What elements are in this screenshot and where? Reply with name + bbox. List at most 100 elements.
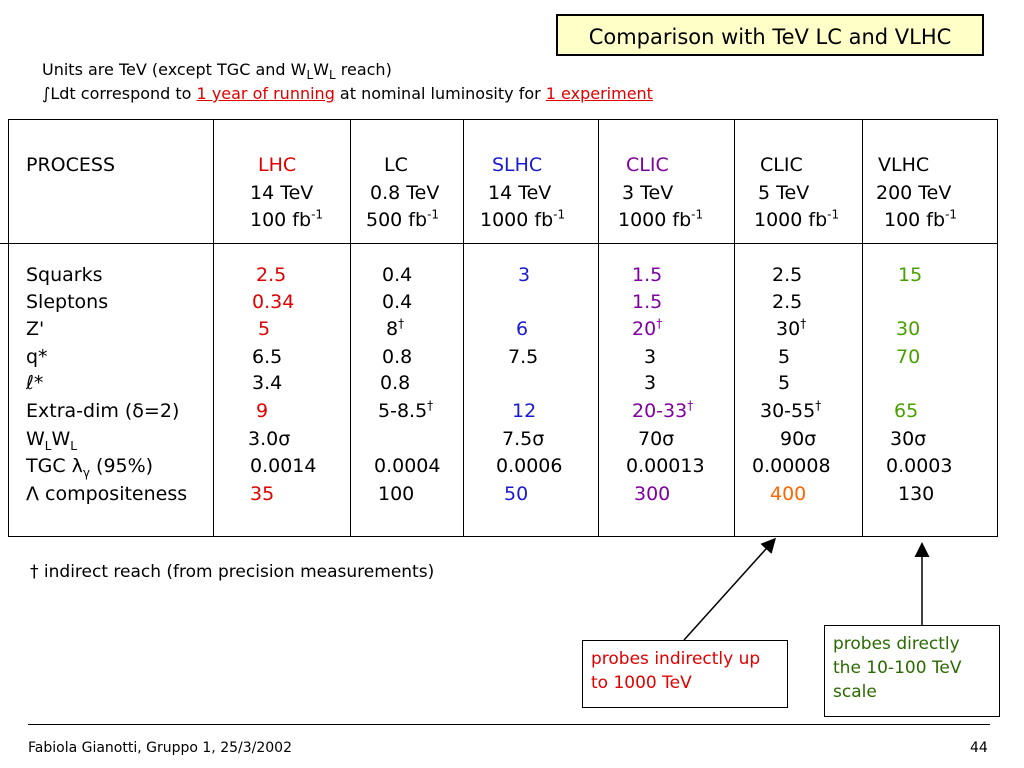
row-label-tgc: TGC λγ (95%): [26, 455, 154, 480]
column-name-slhc: SLHC: [492, 154, 543, 176]
table-cell: 8†: [386, 316, 405, 340]
units-note-prefix: Units are TeV (except TGC and W: [42, 60, 307, 79]
table-cell: 2.5: [772, 291, 803, 313]
row-label-squarks: Squarks: [26, 264, 103, 286]
lumi-value: 1000 fb: [480, 209, 554, 231]
table-cell: 0.8: [380, 372, 411, 394]
row-label-compositeness: Λ compositeness: [26, 483, 188, 505]
table-cell: 90σ: [780, 428, 817, 450]
table-divider: [213, 119, 214, 537]
lumi-value: 500 fb: [366, 209, 428, 231]
lumi-exponent: -1: [945, 207, 958, 222]
table-cell: 0.4: [382, 264, 413, 286]
column-lumi-clic-5tev: 1000 fb-1: [754, 209, 839, 231]
table-cell: 30σ: [890, 428, 927, 450]
lumi-value: 100 fb: [884, 209, 946, 231]
one-experiment-text: 1 experiment: [545, 84, 653, 103]
table-cell: 1.5: [632, 264, 663, 286]
integral-symbol-icon: ∫: [42, 84, 51, 103]
table-cell: 30: [896, 318, 921, 340]
column-name-lhc: LHC: [258, 154, 297, 176]
column-name-clic-5tev: CLIC: [760, 154, 803, 176]
table-cell: 0.34: [252, 291, 295, 313]
lumi-exponent: -1: [311, 207, 324, 222]
lumi-value: 1000 fb: [754, 209, 828, 231]
lumi-exponent: -1: [553, 207, 566, 222]
table-cell: 30†: [776, 316, 807, 340]
units-note-mid: W: [313, 60, 329, 79]
table-cell: 50: [504, 483, 529, 505]
table-cell: 12: [512, 400, 537, 422]
table-cell: 0.00008: [752, 455, 831, 477]
table-cell: 35: [250, 483, 275, 505]
table-cell: 7.5: [508, 346, 539, 368]
column-energy-clic-3tev: 3 TeV: [622, 182, 674, 204]
table-cell: 1.5: [632, 291, 663, 313]
table-cell: 0.0004: [374, 455, 441, 477]
column-energy-slhc: 14 TeV: [488, 182, 552, 204]
table-cell: 5-8.5†: [378, 398, 434, 422]
units-note-sub1: L: [306, 68, 314, 83]
table-divider: [862, 119, 863, 537]
footer-author: Fabiola Gianotti, Gruppo 1, 25/3/2002: [28, 740, 292, 756]
year-of-running-text: 1 year of running: [196, 84, 335, 103]
table-cell: 20†: [632, 316, 663, 340]
luminosity-note-mid: at nominal luminosity for: [334, 84, 546, 103]
table-divider: [463, 119, 464, 537]
table-cell: 0.4: [382, 291, 413, 313]
table-cell: 3: [518, 264, 531, 286]
table-header-divider: [0, 243, 998, 244]
table-cell: 7.5σ: [502, 428, 545, 450]
lumi-exponent: -1: [427, 207, 440, 222]
table-cell: 400: [770, 483, 807, 505]
units-note-sub2: L: [328, 68, 336, 83]
table-cell: 5: [258, 318, 271, 340]
table-cell: 3.0σ: [248, 428, 291, 450]
lumi-exponent: -1: [691, 207, 704, 222]
column-lumi-lhc: 100 fb-1: [250, 209, 323, 231]
table-cell: 6.5: [252, 346, 283, 368]
table-cell: 9: [256, 400, 269, 422]
column-name-clic-3tev: CLIC: [626, 154, 669, 176]
process-header: PROCESS: [26, 154, 116, 176]
column-energy-lhc: 14 TeV: [250, 182, 314, 204]
column-lumi-lc: 500 fb-1: [366, 209, 439, 231]
table-cell: 100: [378, 483, 415, 505]
lumi-value: 1000 fb: [618, 209, 692, 231]
footer-divider: [28, 724, 990, 725]
table-cell: 70: [896, 346, 921, 368]
table-cell: 0.00013: [626, 455, 705, 477]
table-cell: 70σ: [638, 428, 675, 450]
callout-indirect-probes: probes indirectly up to 1000 TeV: [582, 640, 788, 708]
page-number: 44: [970, 740, 988, 756]
table-cell: 3: [644, 372, 657, 394]
luminosity-note-prefix: Ldt correspond to: [50, 84, 197, 103]
arrow-to-clic-5tev: [683, 537, 777, 641]
column-lumi-vlhc: 100 fb-1: [884, 209, 957, 231]
callout-direct-probes: probes directly the 10-100 TeV scale: [824, 625, 1000, 717]
table-cell: 2.5: [256, 264, 287, 286]
column-name-vlhc: VLHC: [878, 154, 930, 176]
lumi-value: 100 fb: [250, 209, 312, 231]
units-note-suffix: reach): [335, 60, 392, 79]
column-lumi-clic-3tev: 1000 fb-1: [618, 209, 703, 231]
table-cell: 15: [898, 264, 923, 286]
column-name-lc: LC: [384, 154, 408, 176]
table-cell: 6: [516, 318, 529, 340]
row-label-qstar: q*: [26, 346, 48, 368]
table-cell: 3: [644, 346, 657, 368]
row-label-zprime: Z': [26, 318, 45, 340]
table-cell: 130: [898, 483, 935, 505]
table-cell: 2.5: [772, 264, 803, 286]
row-label-extra-dim: Extra-dim (δ=2): [26, 400, 180, 422]
slide-title: Comparison with TeV LC and VLHC: [556, 14, 984, 56]
table-divider: [350, 119, 351, 537]
row-label-sleptons: Sleptons: [26, 291, 109, 313]
comparison-table: [8, 119, 998, 537]
table-cell: 65: [894, 400, 919, 422]
row-label-wlwl: WLWL: [26, 428, 77, 453]
table-cell: 5: [778, 372, 791, 394]
table-divider: [734, 119, 735, 537]
column-energy-clic-5tev: 5 TeV: [758, 182, 810, 204]
table-cell: 0.0006: [496, 455, 563, 477]
